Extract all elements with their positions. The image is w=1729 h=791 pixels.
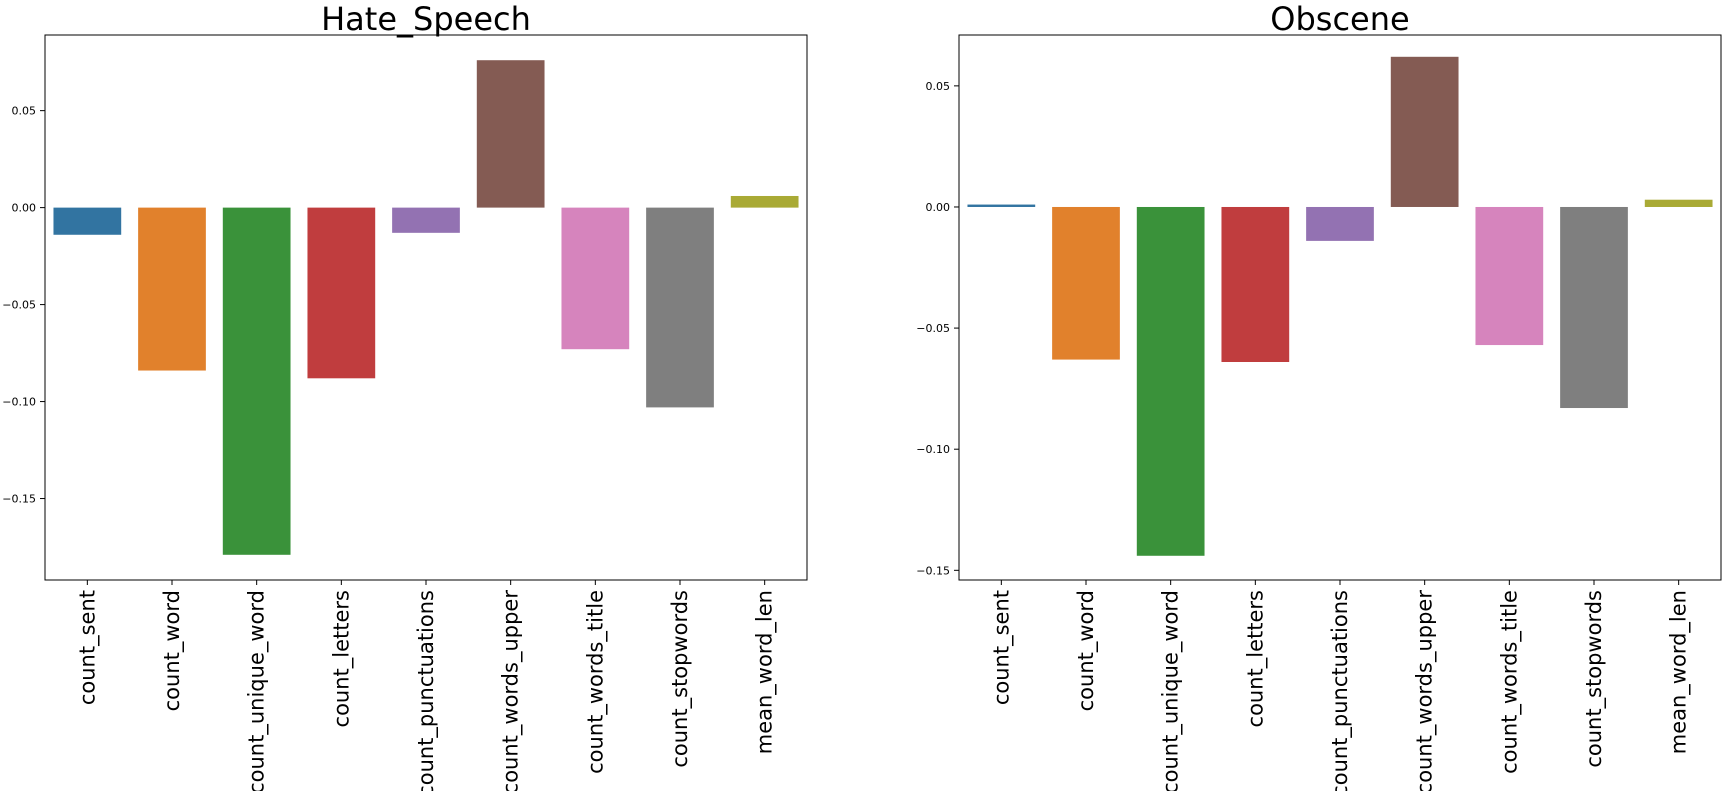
bar-count-words-title (1475, 206, 1544, 346)
y-tick-label: 0.05 (12, 105, 37, 118)
x-tick-label: count_sent (989, 590, 1014, 705)
bar-mean-word-len (730, 195, 799, 208)
x-tick-label: count_word (1074, 590, 1099, 711)
x-tick-label: count_words_title (1497, 590, 1522, 774)
x-tick-label: mean_word_len (1667, 590, 1692, 754)
bar-count-stopwords (1560, 206, 1628, 409)
x-tick-label: count_punctuations (414, 590, 439, 791)
chart-title: Obscene (1270, 0, 1409, 38)
bar-count-sent (53, 207, 122, 235)
x-tick-label: count_letters (1243, 590, 1268, 727)
y-tick-label: −0.05 (916, 322, 950, 335)
bar-count-letters (1221, 206, 1290, 362)
chart-panel-1: Hate_Speech −0.15 −0.10 −0.05 0.00 0.05 count_… (2, 0, 808, 791)
bar-count-stopwords (646, 207, 714, 408)
bar-count-words-title (561, 207, 630, 350)
x-tick-label: count_word (160, 590, 185, 711)
bar-count-word (138, 207, 206, 371)
y-tick-label: −0.15 (916, 564, 950, 577)
x-tick-label: count_words_title (583, 590, 608, 774)
x-tick-label: count_unique_word (245, 590, 270, 791)
x-tick-label: count_words_upper (499, 590, 524, 791)
x-tick-label: mean_word_len (753, 590, 778, 754)
x-tick-label: count_stopwords (668, 590, 693, 768)
y-tick-label: 0.00 (12, 202, 37, 215)
y-tick-label: −0.10 (2, 396, 36, 409)
y-tick-label: −0.05 (2, 299, 36, 312)
x-tick-label: count_punctuations (1328, 590, 1353, 791)
y-tick-label: −0.15 (2, 493, 36, 506)
bar-mean-word-len (1644, 199, 1713, 207)
bar-count-letters (307, 207, 376, 379)
bar-count-words-upper (1390, 56, 1459, 207)
y-tick-label: 0.00 (926, 201, 951, 214)
chart-panel-2: Obscene −0.15 −0.10 −0.05 0.00 0.05 count_sent… (916, 0, 1722, 791)
bar-count-unique-word (1136, 206, 1205, 556)
x-tick-label: count_sent (75, 590, 100, 705)
bar-count-punctuations (392, 207, 460, 233)
x-tick-label: count_unique_word (1159, 590, 1184, 791)
bar-count-word (1052, 206, 1120, 360)
y-tick-label: 0.05 (926, 80, 951, 93)
x-tick-label: count_words_upper (1413, 590, 1438, 791)
x-tick-label: count_stopwords (1582, 590, 1607, 768)
bar-count-punctuations (1306, 206, 1374, 241)
chart-title: Hate_Speech (321, 0, 531, 38)
bar-count-words-upper (476, 60, 545, 208)
bar-count-unique-word (222, 207, 291, 555)
y-tick-label: −0.10 (916, 443, 950, 456)
bar-count-sent (967, 204, 1036, 207)
x-tick-label: count_letters (329, 590, 354, 727)
